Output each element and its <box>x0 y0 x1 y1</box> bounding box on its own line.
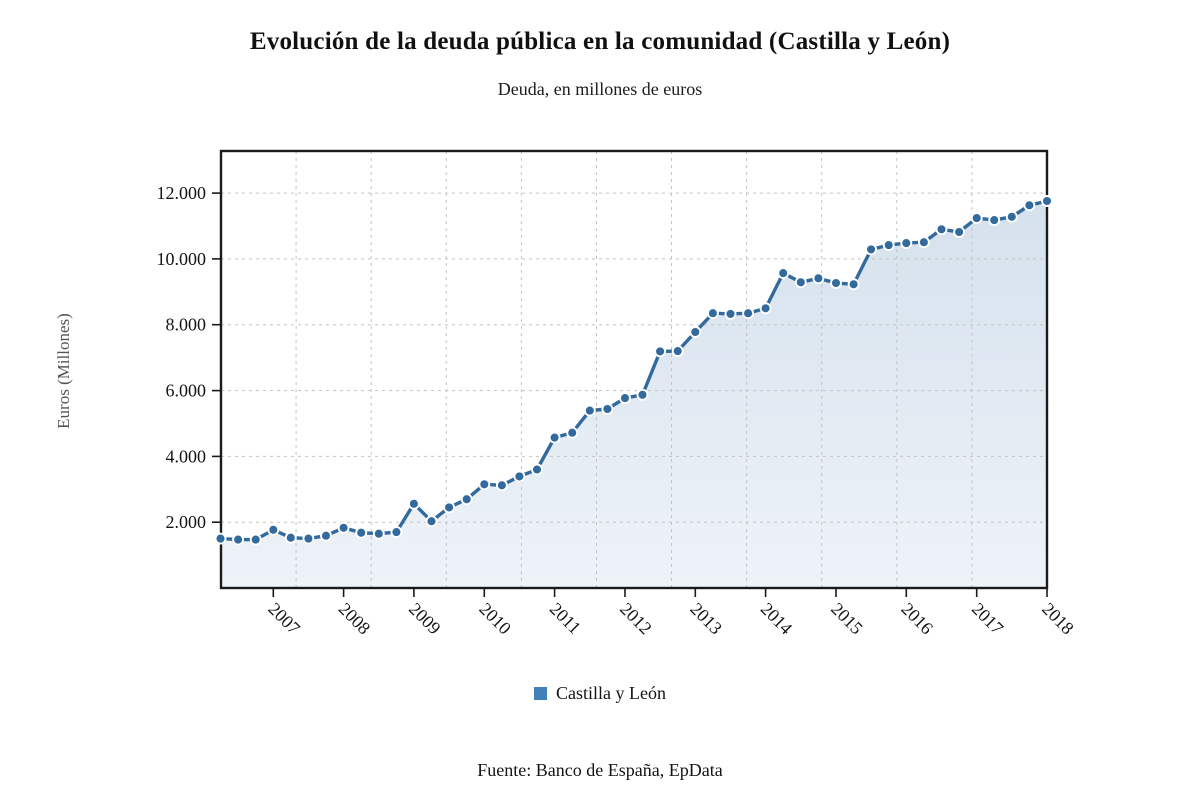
x-tick-label: 2018 <box>1038 599 1078 639</box>
data-point[interactable]: 2008 T2: 1680 <box>355 526 368 539</box>
data-point[interactable]: 2014 T2: 9570 <box>777 267 790 280</box>
data-point[interactable]: 2016 T2: 10510 <box>917 236 930 249</box>
data-point[interactable]: 2016 T1: 10480 <box>900 237 913 250</box>
data-point[interactable]: 2010 T3: 3390 <box>513 470 526 483</box>
data-point[interactable]: 2015 T4: 10420 <box>882 239 895 252</box>
source-attribution: Fuente: Banco de España, EpData <box>477 760 723 780</box>
data-point[interactable]: 2014 T3: 9290 <box>794 276 807 289</box>
data-point[interactable]: 2013 T1: 7780 <box>689 326 702 338</box>
y-tick-label: 6.000 <box>166 381 207 401</box>
data-point[interactable]: 2007 T4: 1590 <box>320 529 332 542</box>
data-point[interactable]: 2013 T2: 8350 <box>706 307 719 320</box>
y-tick-label: 2.000 <box>166 512 207 532</box>
data-point[interactable]: 2016 T4: 10820 <box>953 226 966 238</box>
data-point[interactable]: 2015 T2: 9230 <box>847 278 860 291</box>
y-tick-label: 8.000 <box>166 315 207 335</box>
data-point[interactable]: 2017 T3: 11280 <box>1005 210 1018 223</box>
legend-swatch-icon <box>534 687 547 700</box>
data-point[interactable]: 2011 T2: 4720 <box>566 426 579 439</box>
data-point[interactable]: 2008 T3: 1650 <box>372 527 385 540</box>
data-point[interactable]: 2010 T1: 3150 <box>478 478 491 491</box>
data-point[interactable]: 2009 T4: 2700 <box>460 493 473 506</box>
y-tick-label: 10.000 <box>157 249 207 269</box>
x-tick-label: 2013 <box>686 599 726 639</box>
data-point[interactable]: 2011 T3: 5390 <box>583 404 596 417</box>
data-point[interactable]: 2017 T4: 11630 <box>1023 199 1036 212</box>
x-tick-label: 2012 <box>616 599 656 639</box>
data-point[interactable]: 2007 T1: 1770 <box>267 523 280 536</box>
data-point[interactable]: 2015 T1: 9270 <box>830 277 842 289</box>
y-tick-label: 12.000 <box>157 183 207 203</box>
data-point[interactable]: 2009 T1: 2560 <box>407 497 420 510</box>
x-tick-label: 2017 <box>968 599 1008 639</box>
series-castilla-y-leon: 2006 T2: 1500 2006 T3: 1470 2006 T4: 1470 2… <box>214 195 1053 546</box>
data-point[interactable]: 2018 T1: 11760 <box>1041 195 1053 207</box>
data-point[interactable]: 2012 T2: 5870 <box>636 388 649 401</box>
data-point[interactable]: 2014 T1: 8500 <box>759 302 772 315</box>
legend-label: Castilla y León <box>556 683 666 703</box>
data-point[interactable]: 2011 T4: 5440 <box>601 403 614 415</box>
area-fill <box>220 201 1047 588</box>
y-tick-label: 4.000 <box>166 446 207 466</box>
legend[interactable]: Castilla y León <box>0 683 1200 704</box>
data-point[interactable]: 2006 T2: 1500 <box>214 532 227 545</box>
data-point[interactable]: 2006 T4: 1470 <box>249 533 262 546</box>
plot-frame <box>219 149 1049 590</box>
chart-title: Evolución de la deuda pública en la comu… <box>249 28 951 55</box>
x-tick-label: 2015 <box>827 599 867 639</box>
x-tick-label: 2007 <box>264 599 304 639</box>
area-under-line <box>220 201 1047 588</box>
data-point[interactable]: 2017 T1: 11240 <box>970 212 983 225</box>
data-point[interactable]: 2006 T3: 1470 <box>232 533 245 546</box>
data-point[interactable]: 2012 T1: 5770 <box>619 392 631 405</box>
data-point[interactable]: 2010 T2: 3120 <box>495 479 508 492</box>
data-point[interactable]: 2017 T2: 11180 <box>988 214 1001 227</box>
data-point[interactable]: 2013 T4: 8350 <box>742 307 755 320</box>
data-point[interactable]: 2013 T3: 8330 <box>724 307 737 320</box>
data-point[interactable]: 2007 T2: 1530 <box>284 531 297 544</box>
data-point[interactable]: 2009 T2: 2030 <box>425 515 438 528</box>
x-tick-label: 2014 <box>757 599 797 639</box>
data-point[interactable]: 2007 T3: 1500 <box>302 532 315 545</box>
x-tick-label: 2009 <box>405 599 445 639</box>
x-tick-label: 2008 <box>335 599 375 639</box>
x-tick-label: 2016 <box>897 599 937 639</box>
data-point[interactable]: 2008 T4: 1700 <box>390 526 403 539</box>
chart-subtitle: Deuda, en millones de euros <box>497 79 703 99</box>
data-point[interactable]: 2012 T3: 7190 <box>654 345 667 358</box>
data-point[interactable]: 2009 T3: 2450 <box>443 501 456 514</box>
data-point[interactable]: 2016 T3: 10900 <box>935 223 948 236</box>
data-point[interactable]: 2010 T4: 3600 <box>531 463 543 476</box>
x-tick-label: 2010 <box>475 599 515 639</box>
data-point[interactable]: 2011 T1: 4570 <box>548 431 561 444</box>
data-point[interactable]: 2015 T3: 10290 <box>865 243 878 256</box>
gridlines <box>221 151 1047 588</box>
data-point[interactable]: 2014 T4: 9410 <box>812 272 825 285</box>
x-tick-label: 2011 <box>546 599 585 638</box>
data-point[interactable]: 2008 T1: 1830 <box>337 521 350 534</box>
